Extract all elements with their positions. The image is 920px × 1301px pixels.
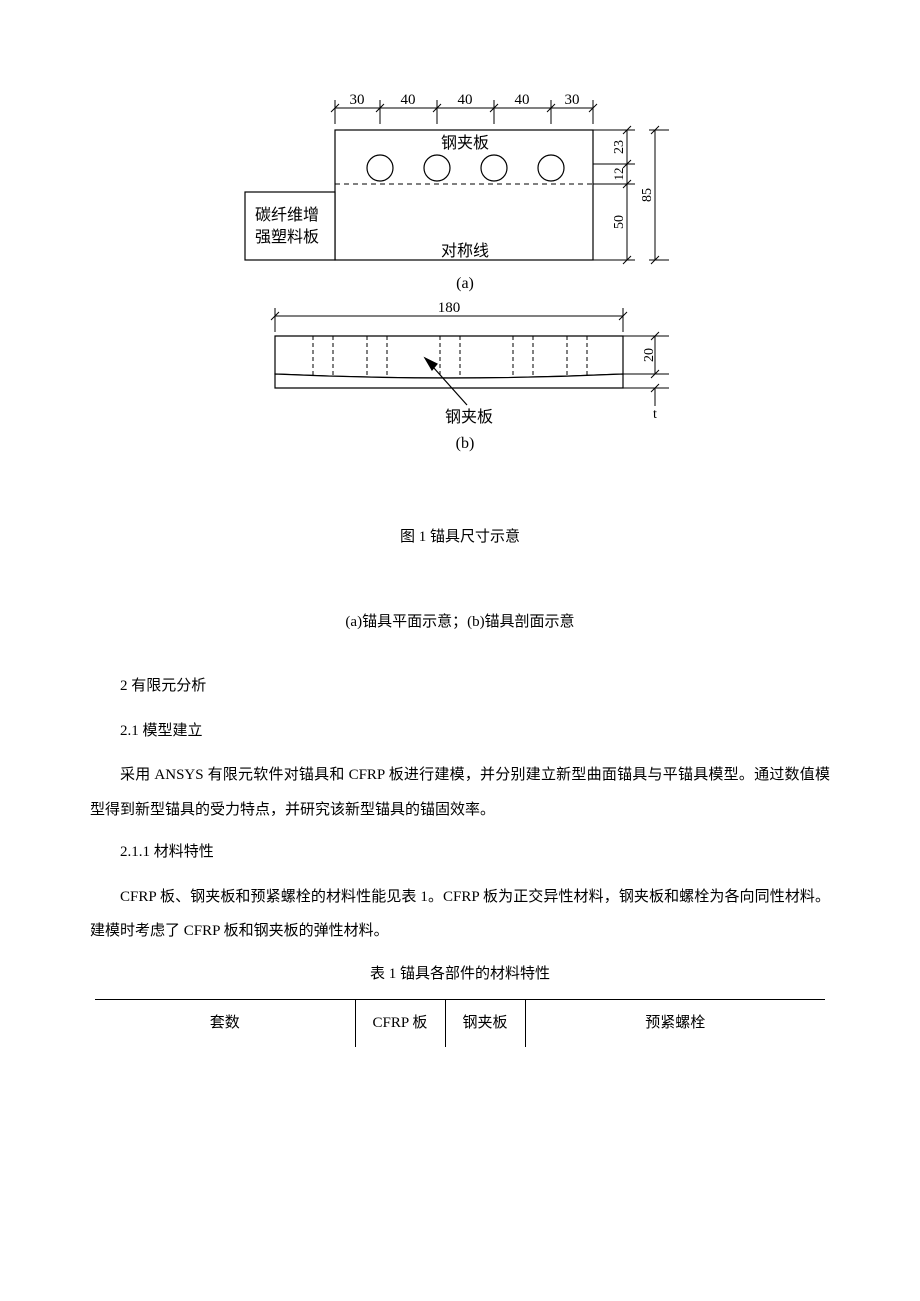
dim-text: 40 bbox=[401, 92, 416, 108]
steel-clamp-label-a: 钢夹板 bbox=[441, 134, 489, 152]
cfrp-label-1: 碳纤维增 bbox=[255, 206, 319, 224]
dim-text: 50 bbox=[612, 215, 627, 229]
dim-text: 12 bbox=[611, 168, 626, 181]
diagram-b: 180 bbox=[271, 300, 669, 452]
cfrp-label-2: 强塑料板 bbox=[255, 228, 319, 246]
table-header: CFRP 板 bbox=[355, 1000, 445, 1047]
section-2-heading: 2 有限元分析 bbox=[90, 669, 830, 704]
steel-clamp-label-b: 钢夹板 bbox=[445, 408, 493, 426]
dim-text: t bbox=[653, 407, 657, 422]
subfig-a-label: (a) bbox=[456, 275, 474, 292]
dim-text: 40 bbox=[458, 92, 473, 108]
symmetry-label: 对称线 bbox=[441, 242, 489, 260]
table-header: 预紧螺栓 bbox=[525, 1000, 825, 1047]
dim-text: 85 bbox=[640, 188, 655, 202]
section-2-1-1-heading: 2.1.1 材料特性 bbox=[90, 835, 830, 870]
paragraph-1: 采用 ANSYS 有限元软件对锚具和 CFRP 板进行建模，并分别建立新型曲面锚… bbox=[90, 758, 830, 827]
table-1: 套数 CFRP 板 钢夹板 预紧螺栓 bbox=[90, 999, 830, 1047]
figure-1: 30 40 40 40 30 钢夹板 对称线 碳纤维增 强塑料板 bbox=[90, 90, 830, 480]
dim-text: 40 bbox=[515, 92, 530, 108]
dim-text: 20 bbox=[642, 348, 657, 362]
section-2-1-heading: 2.1 模型建立 bbox=[90, 714, 830, 749]
figure-1-caption: 图 1 锚具尺寸示意 bbox=[90, 520, 830, 555]
paragraph-2: CFRP 板、钢夹板和预紧螺栓的材料性能见表 1。CFRP 板为正交异性材料，钢… bbox=[90, 880, 830, 949]
table-1-caption: 表 1 锚具各部件的材料特性 bbox=[90, 957, 830, 992]
dim-text: 180 bbox=[438, 300, 461, 316]
figure-1-subcaption: (a)锚具平面示意；(b)锚具剖面示意 bbox=[90, 605, 830, 640]
subfig-b-label: (b) bbox=[456, 435, 475, 452]
table-header: 钢夹板 bbox=[445, 1000, 525, 1047]
dim-text: 30 bbox=[350, 92, 365, 108]
dim-text: 30 bbox=[565, 92, 580, 108]
table-header: 套数 bbox=[95, 1000, 355, 1047]
anchor-diagram-svg: 30 40 40 40 30 钢夹板 对称线 碳纤维增 强塑料板 bbox=[225, 90, 695, 480]
dim-text: 23 bbox=[612, 140, 627, 154]
diagram-a: 30 40 40 40 30 钢夹板 对称线 碳纤维增 强塑料板 bbox=[245, 92, 669, 292]
